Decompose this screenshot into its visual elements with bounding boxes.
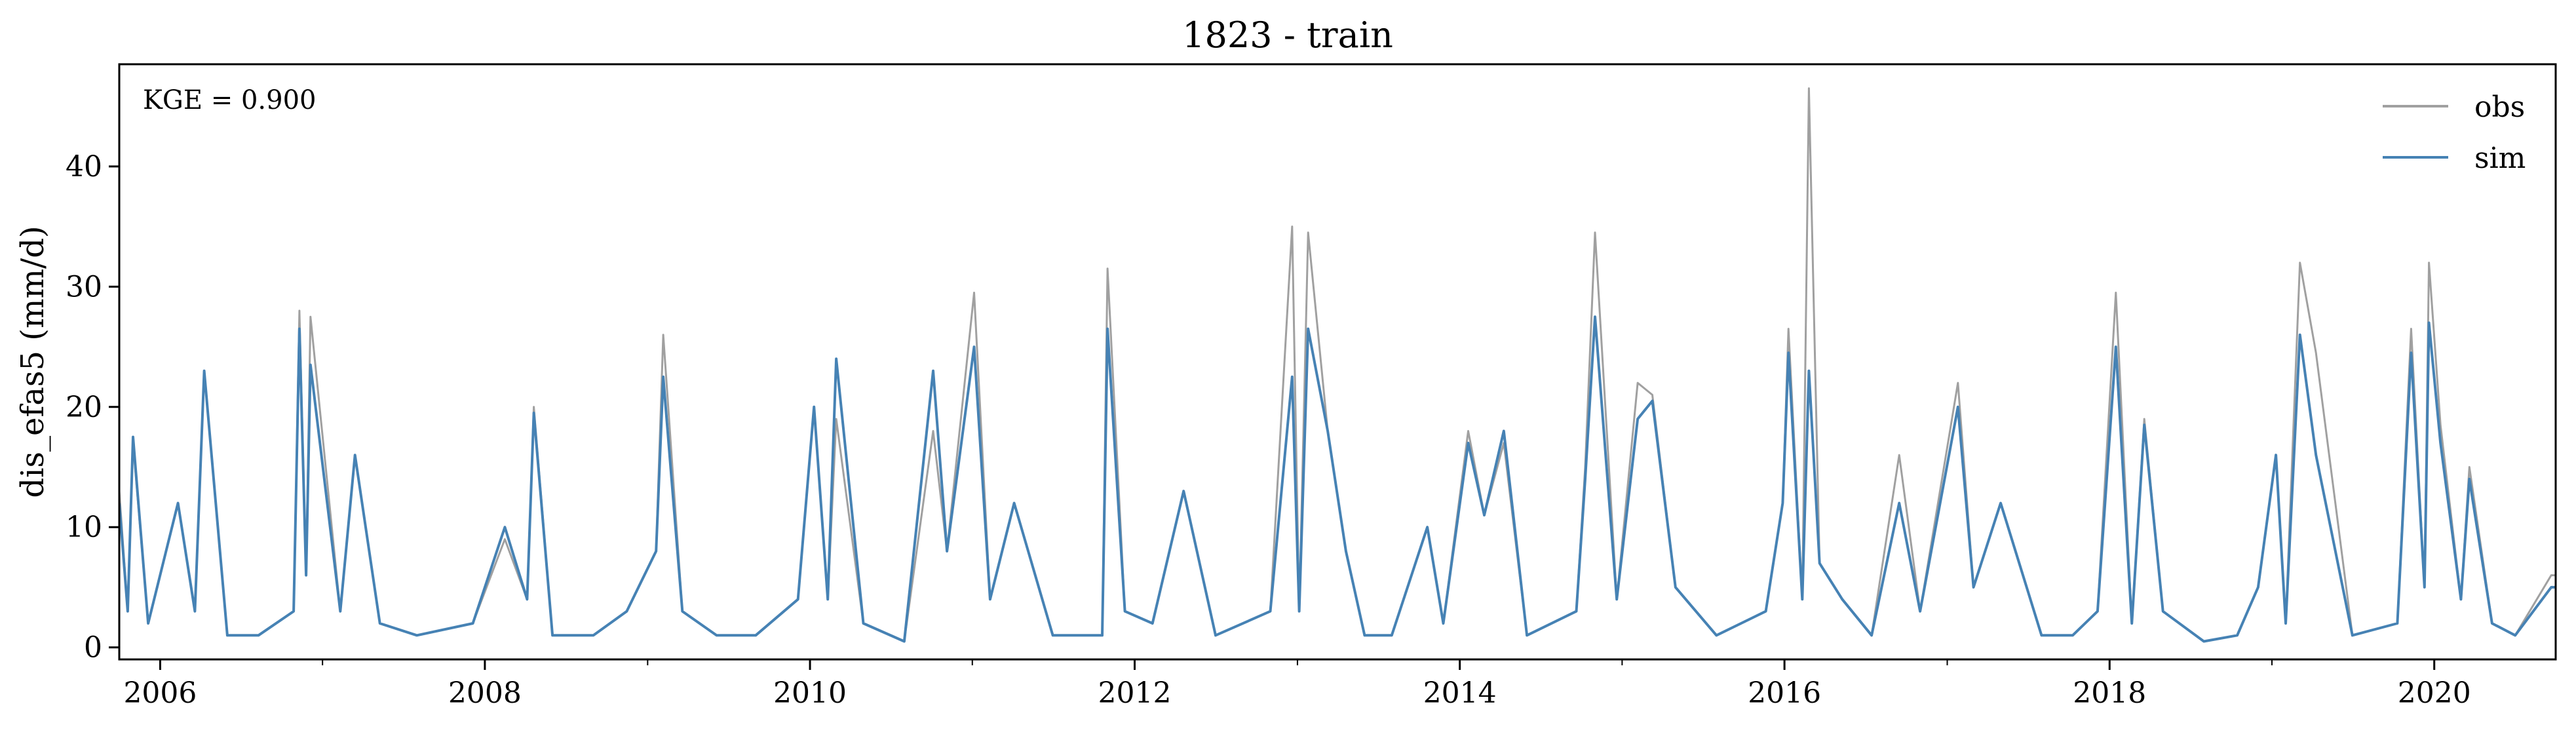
y-axis: 0 10 20 30 40 — [66, 150, 119, 665]
x-axis: 2006 2008 2010 2012 2014 2016 2018 2020 — [123, 659, 2471, 710]
series-layer — [119, 87, 2556, 643]
y-tick-label: 30 — [66, 270, 102, 303]
series-line-obs — [119, 87, 2556, 642]
y-tick-label: 40 — [66, 150, 102, 184]
kge-annotation: KGE = 0.900 — [143, 85, 317, 115]
x-tick-label: 2008 — [448, 676, 522, 710]
y-tick-label: 20 — [66, 391, 102, 424]
plot-frame — [118, 63, 2557, 661]
y-tick-label: 10 — [66, 511, 102, 544]
legend-sim-label: sim — [2474, 142, 2526, 175]
legend-obs-label: obs — [2474, 90, 2525, 124]
x-tick-label: 2012 — [1098, 676, 1172, 710]
y-axis-label: dis_efas5 (mm/d) — [14, 225, 51, 498]
series-line-sim — [119, 315, 2556, 643]
x-tick-label: 2010 — [773, 676, 847, 710]
chart-title: 1823 - train — [1182, 14, 1393, 56]
x-tick-label: 2014 — [1423, 676, 1497, 710]
x-tick-label: 2006 — [123, 676, 197, 710]
x-tick-label: 2016 — [1748, 676, 1821, 710]
y-tick-label: 0 — [84, 631, 102, 665]
x-tick-label: 2018 — [2073, 676, 2146, 710]
legend: obs sim — [2383, 90, 2526, 175]
x-tick-label: 2020 — [2398, 676, 2471, 710]
